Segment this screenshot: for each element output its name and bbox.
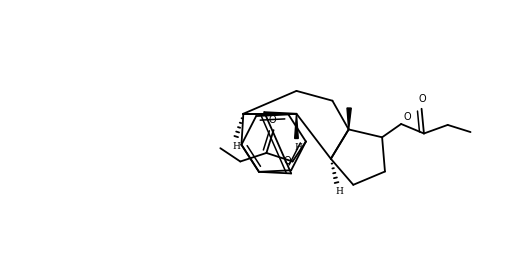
Text: O: O [283, 156, 291, 166]
Polygon shape [347, 108, 351, 129]
Text: O: O [419, 94, 426, 104]
Text: O: O [403, 112, 411, 122]
Text: O: O [269, 115, 276, 125]
Text: H: H [295, 143, 303, 152]
Text: H: H [232, 142, 240, 151]
Polygon shape [295, 114, 298, 139]
Text: H: H [335, 187, 343, 196]
